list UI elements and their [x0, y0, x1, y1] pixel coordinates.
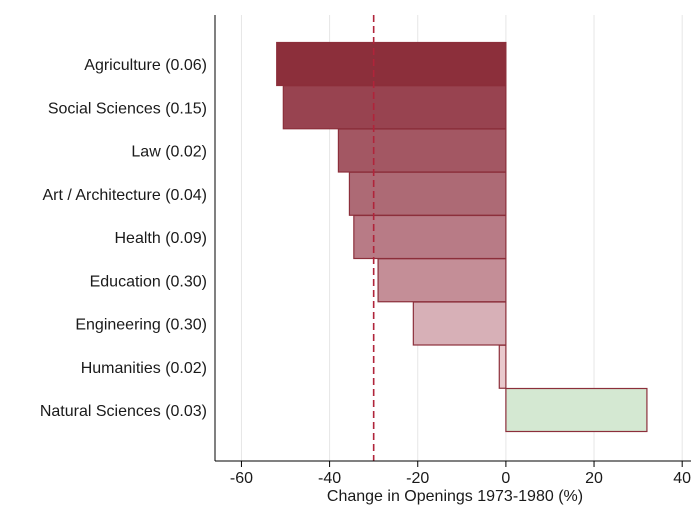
category-labels: Agriculture (0.06) Social Sciences (0.15)… — [40, 57, 207, 420]
bar-7 — [498, 344, 507, 389]
x-tick-label-4: 20 — [585, 470, 603, 487]
category-label-0: Agriculture (0.06) — [84, 57, 207, 74]
bar-8 — [505, 387, 648, 433]
bar-6 — [412, 301, 507, 346]
category-label-1: Social Sciences (0.15) — [48, 100, 207, 117]
category-label-8: Natural Sciences (0.03) — [40, 403, 207, 420]
category-label-7: Humanities (0.02) — [81, 360, 207, 377]
category-label-6: Engineering (0.30) — [75, 317, 207, 334]
axes — [214, 15, 691, 462]
x-tick-label-3: 0 — [501, 470, 510, 487]
category-label-4: Health (0.09) — [115, 230, 208, 247]
category-label-5: Education (0.30) — [90, 273, 207, 290]
x-tick-label-1: -40 — [318, 470, 341, 487]
x-tick-label-5: 40 — [673, 470, 691, 487]
bar-0 — [276, 41, 507, 87]
category-label-2: Law (0.02) — [131, 144, 207, 161]
x-ticks: -60 -40 -20 0 20 40 — [230, 461, 691, 487]
bar-4 — [353, 214, 507, 260]
bar-1 — [282, 85, 507, 130]
x-tick-label-0: -60 — [230, 470, 253, 487]
bar-5 — [377, 258, 507, 303]
category-label-3: Art / Architecture (0.04) — [42, 187, 207, 204]
bar-2 — [337, 128, 507, 173]
x-tick-label-2: -20 — [406, 470, 429, 487]
bars — [276, 41, 648, 433]
x-axis-title: Change in Openings 1973-1980 (%) — [327, 488, 583, 505]
